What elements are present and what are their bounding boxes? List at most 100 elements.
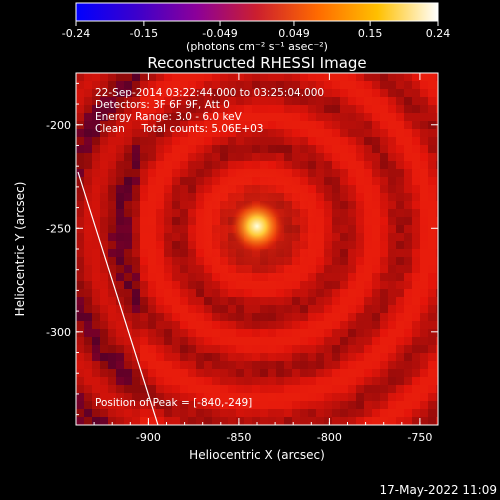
image-pixel xyxy=(308,185,316,193)
image-pixel xyxy=(164,393,172,401)
image-pixel xyxy=(84,153,92,161)
image-pixel xyxy=(332,273,340,281)
image-pixel xyxy=(220,145,228,153)
image-pixel xyxy=(380,97,388,105)
image-pixel xyxy=(244,81,252,89)
image-pixel xyxy=(316,105,324,113)
image-pixel xyxy=(212,345,220,353)
image-pixel xyxy=(212,177,220,185)
image-pixel xyxy=(372,297,380,305)
image-pixel xyxy=(324,321,332,329)
image-pixel xyxy=(188,185,196,193)
image-pixel xyxy=(308,305,316,313)
image-pixel xyxy=(236,105,244,113)
image-pixel xyxy=(148,145,156,153)
image-pixel xyxy=(156,313,164,321)
image-pixel xyxy=(348,97,356,105)
image-pixel xyxy=(332,297,340,305)
image-pixel xyxy=(412,113,420,121)
image-pixel xyxy=(356,265,364,273)
image-pixel xyxy=(340,153,348,161)
image-pixel xyxy=(204,185,212,193)
image-pixel xyxy=(412,185,420,193)
image-pixel xyxy=(164,417,172,425)
image-pixel xyxy=(140,177,148,185)
image-pixel xyxy=(388,313,396,321)
image-pixel xyxy=(284,361,292,369)
image-pixel xyxy=(316,241,324,249)
image-pixel xyxy=(332,393,340,401)
image-pixel xyxy=(364,297,372,305)
image-pixel xyxy=(180,337,188,345)
image-pixel xyxy=(196,297,204,305)
image-pixel xyxy=(164,249,172,257)
image-pixel xyxy=(180,201,188,209)
info-detectors: Detectors: 3F 6F 9F, Att 0 xyxy=(95,99,230,111)
image-pixel xyxy=(404,281,412,289)
image-pixel xyxy=(308,329,316,337)
image-pixel xyxy=(348,193,356,201)
image-pixel xyxy=(356,137,364,145)
image-pixel xyxy=(188,169,196,177)
image-pixel xyxy=(380,249,388,257)
image-pixel xyxy=(156,81,164,89)
image-pixel xyxy=(372,233,380,241)
image-pixel xyxy=(396,201,404,209)
image-pixel xyxy=(292,105,300,113)
image-pixel xyxy=(156,369,164,377)
image-pixel xyxy=(436,89,438,97)
image-pixel xyxy=(428,329,436,337)
image-pixel xyxy=(388,225,396,233)
image-pixel xyxy=(100,297,108,305)
image-pixel xyxy=(396,209,404,217)
image-pixel xyxy=(356,169,364,177)
x-axis-ticks: -900 -850 -800 -750 xyxy=(75,73,439,444)
image-pixel xyxy=(188,401,196,409)
image-pixel xyxy=(212,337,220,345)
image-pixel xyxy=(244,145,252,153)
image-pixel xyxy=(156,305,164,313)
image-pixel xyxy=(284,313,292,321)
image-pixel xyxy=(132,105,140,113)
image-pixel xyxy=(100,281,108,289)
x-tick-label: -850 xyxy=(226,431,251,444)
image-pixel xyxy=(356,361,364,369)
image-pixel xyxy=(236,401,244,409)
image-pixel xyxy=(212,361,220,369)
image-pixel xyxy=(116,329,124,337)
image-pixel xyxy=(180,313,188,321)
image-pixel xyxy=(148,89,156,97)
image-pixel xyxy=(428,313,436,321)
image-pixel xyxy=(180,297,188,305)
image-pixel xyxy=(260,369,268,377)
image-pixel xyxy=(436,321,438,329)
image-pixel xyxy=(132,185,140,193)
image-pixel xyxy=(108,153,116,161)
image-pixel xyxy=(244,89,252,97)
image-pixel xyxy=(196,385,204,393)
image-pixel xyxy=(396,97,404,105)
image-pixel xyxy=(196,113,204,121)
image-pixel xyxy=(356,313,364,321)
image-pixel xyxy=(428,161,436,169)
image-pixel xyxy=(284,385,292,393)
image-pixel xyxy=(412,193,420,201)
image-pixel xyxy=(356,409,364,417)
image-pixel xyxy=(116,393,124,401)
image-pixel xyxy=(236,153,244,161)
image-pixel xyxy=(188,89,196,97)
image-pixel xyxy=(220,169,228,177)
image-pixel xyxy=(364,89,372,97)
image-pixel xyxy=(164,217,172,225)
image-pixel xyxy=(172,401,180,409)
image-pixel xyxy=(276,337,284,345)
image-pixel xyxy=(164,201,172,209)
image-pixel xyxy=(236,417,244,425)
image-pixel xyxy=(404,73,412,81)
image-pixel xyxy=(436,313,438,321)
image-pixel xyxy=(308,361,316,369)
image-pixel xyxy=(116,169,124,177)
image-pixel xyxy=(236,409,244,417)
image-pixel xyxy=(404,305,412,313)
image-pixel xyxy=(324,305,332,313)
